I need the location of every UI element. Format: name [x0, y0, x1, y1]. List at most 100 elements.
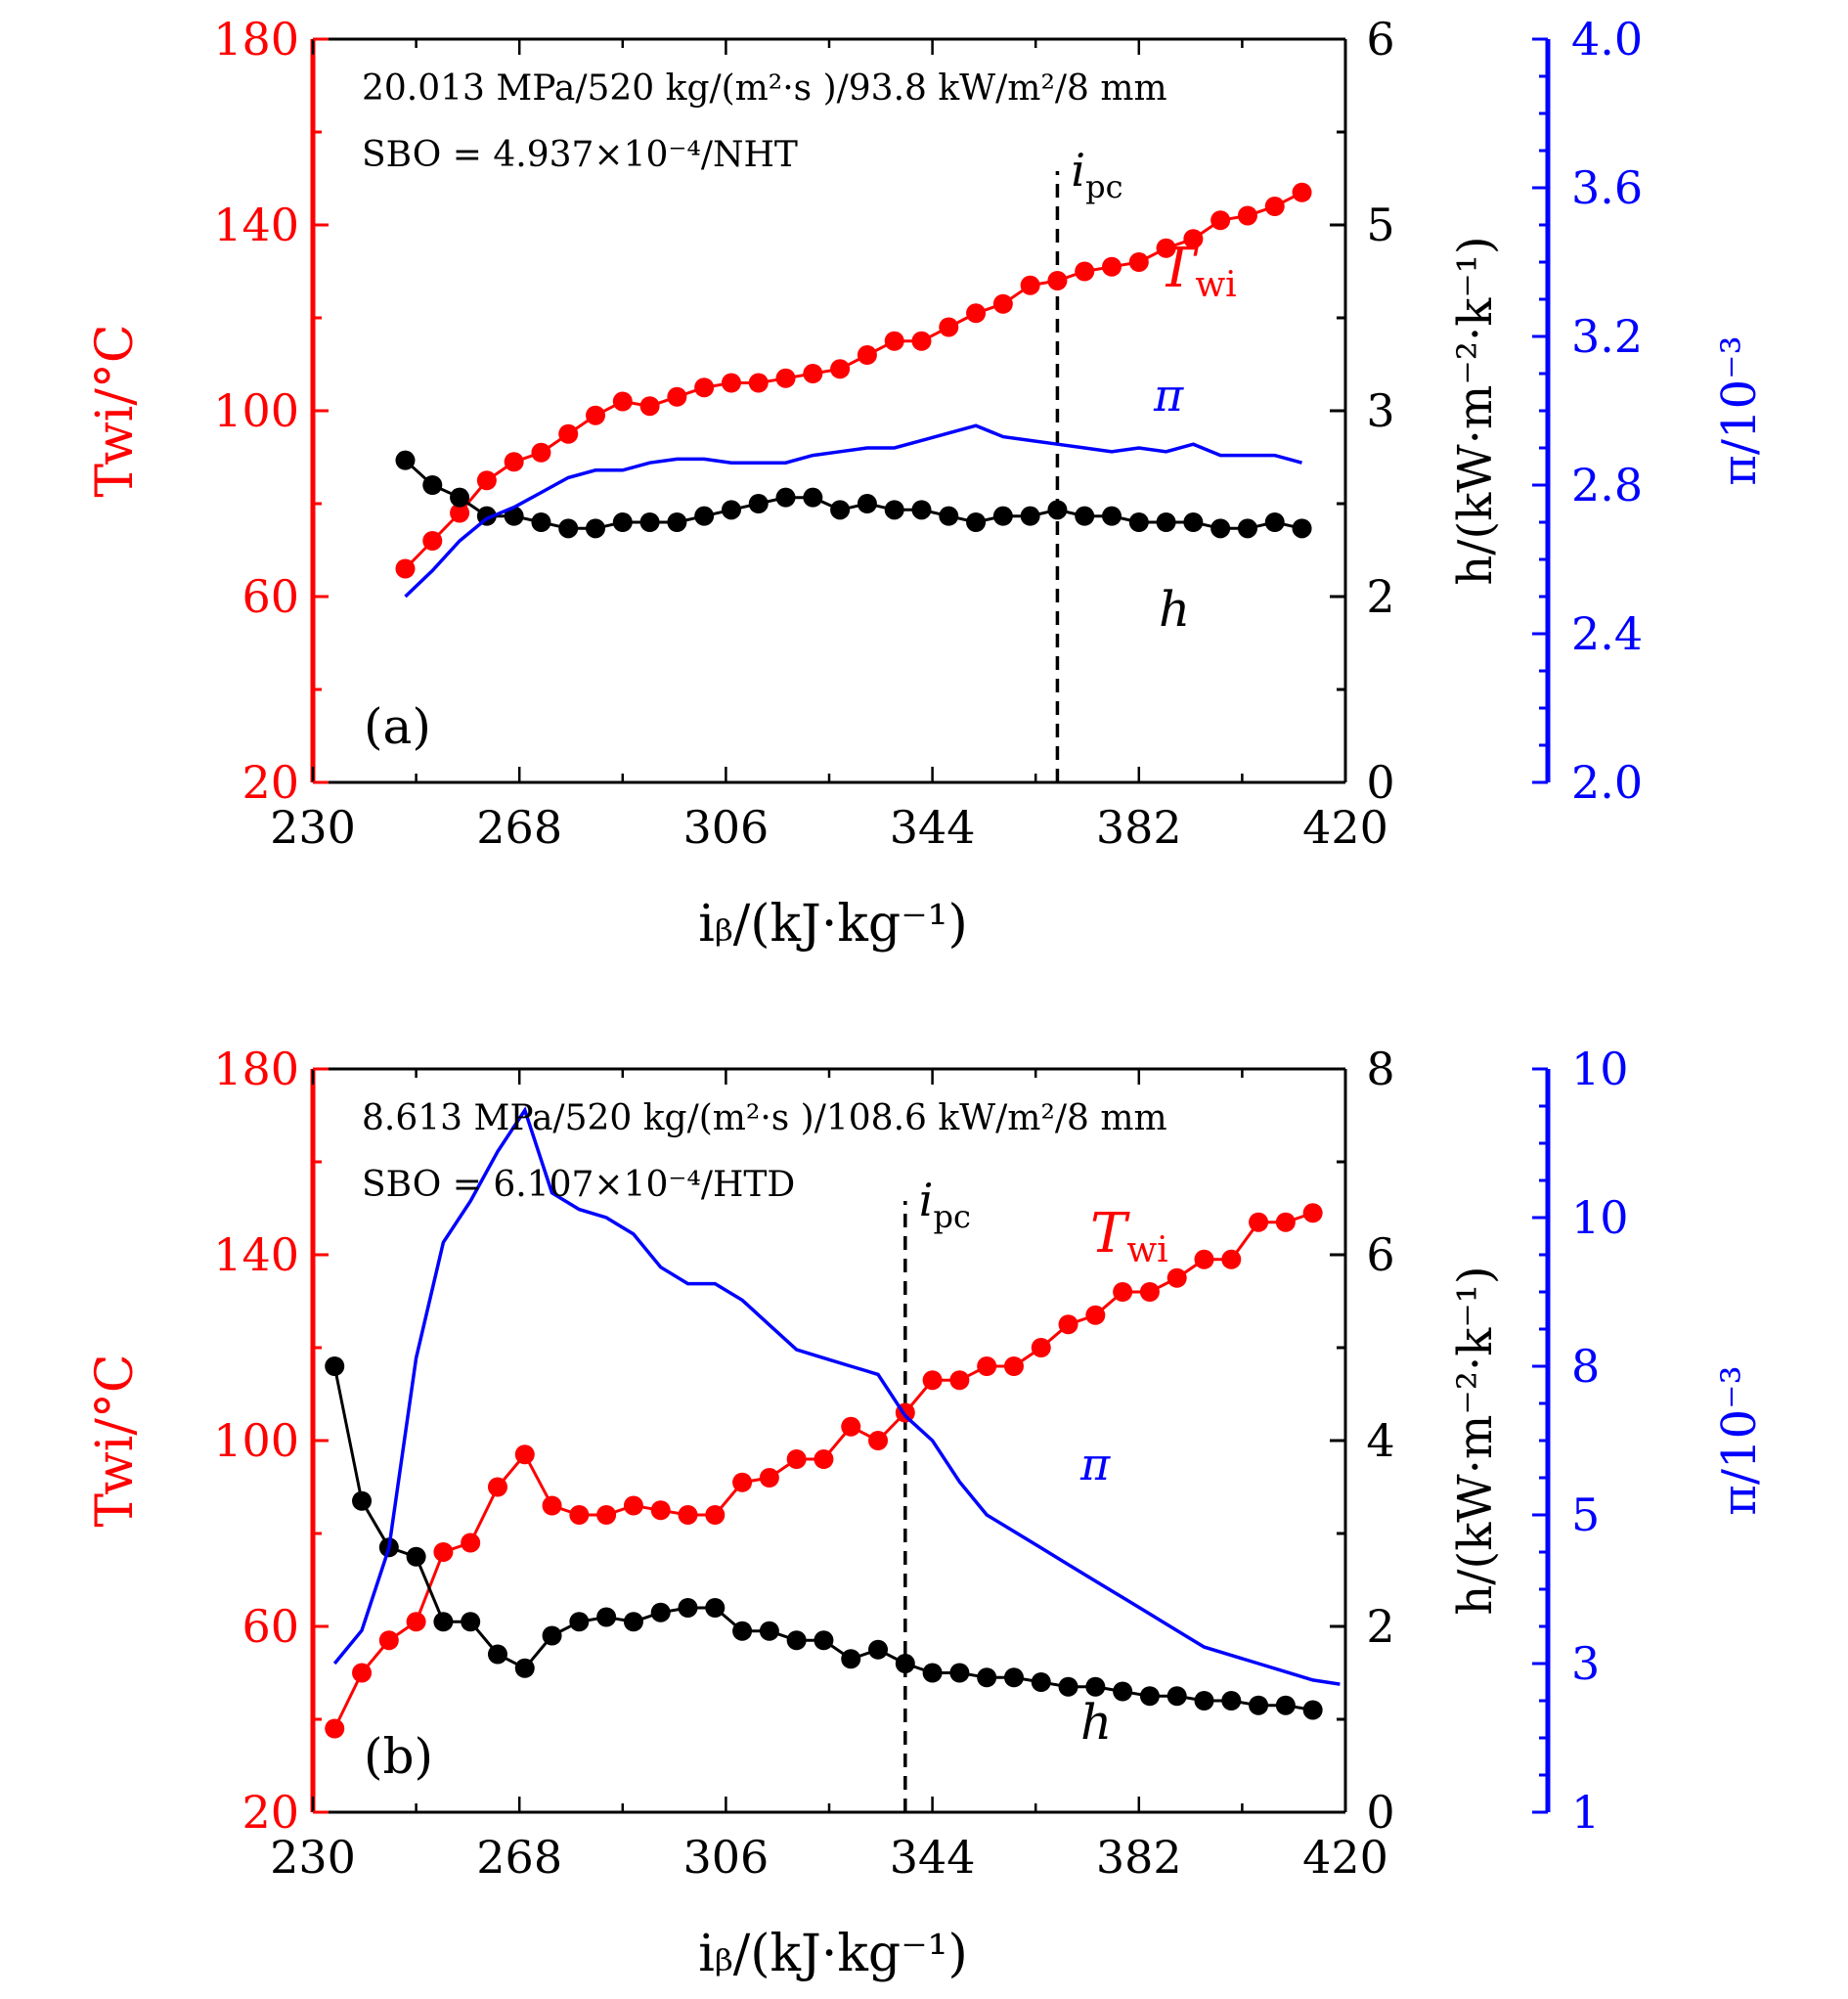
twi-data-point — [1292, 182, 1312, 202]
twi-data-point — [487, 1477, 507, 1497]
twi-data-point — [705, 1505, 726, 1525]
h-data-point — [1075, 506, 1095, 526]
x-axis-label: iᵦ/(kJ·kg⁻¹) — [698, 1925, 968, 1983]
h-data-point — [678, 1598, 698, 1618]
h-data-point — [1003, 1667, 1024, 1688]
panel-label: (a) — [364, 698, 431, 755]
twi-tick-label: 60 — [242, 1600, 299, 1653]
twi-data-point — [949, 1370, 970, 1391]
x-tick-label: 344 — [890, 1831, 976, 1884]
pi-tick-label: 10 — [1571, 1043, 1629, 1095]
h-data-point — [1194, 1691, 1214, 1710]
h-data-point — [1292, 518, 1312, 539]
h-data-point — [1302, 1700, 1323, 1720]
twi-data-point — [1275, 1212, 1296, 1232]
twi-data-point — [586, 405, 606, 425]
sbo-annotation: SBO = 6.107×10⁻⁴/HTD — [362, 1165, 795, 1205]
twi-data-point — [1194, 1249, 1214, 1269]
h-data-point — [1275, 1695, 1296, 1715]
twi-tick-label: 140 — [213, 1228, 299, 1281]
x-axis-label: iᵦ/(kJ·kg⁻¹) — [698, 895, 968, 954]
twi-data-point — [694, 378, 715, 398]
twi-data-point — [596, 1505, 617, 1525]
twi-data-point — [395, 558, 416, 579]
twi-data-point — [1264, 197, 1285, 216]
h-data-point — [759, 1621, 779, 1641]
pi-tick-label: 4.0 — [1571, 13, 1643, 66]
h-tick-label: 8 — [1366, 1043, 1394, 1095]
twi-data-point — [1237, 205, 1257, 226]
h-data-point — [1249, 1695, 1269, 1715]
h-data-point — [748, 494, 769, 513]
h-data-point — [1183, 512, 1204, 532]
twi-data-point — [1183, 229, 1204, 249]
h-tick-label: 6 — [1366, 1228, 1394, 1281]
ipc-label: ipc — [919, 1174, 971, 1235]
twi-data-point — [639, 396, 660, 417]
twi-data-point — [378, 1630, 399, 1651]
h-tick-label: 2 — [1366, 570, 1394, 623]
twi-axis-label: Twi/°C — [86, 324, 145, 497]
h-data-point — [596, 1607, 617, 1627]
h-data-point — [705, 1598, 726, 1618]
twi-series-line — [404, 191, 1303, 570]
twi-data-point — [352, 1663, 373, 1683]
h-data-point — [786, 1630, 807, 1651]
twi-data-point — [1085, 1305, 1106, 1325]
twi-data-point — [759, 1468, 779, 1488]
h-data-point — [884, 500, 904, 520]
h-data-point — [352, 1490, 373, 1511]
pi-tick-label: 5 — [1571, 1488, 1600, 1541]
h-data-point — [857, 494, 877, 513]
twi-data-point — [830, 359, 851, 379]
h-series-line — [404, 459, 1302, 530]
x-tick-label: 268 — [476, 1831, 562, 1884]
conditions-annotation: 8.613 MPa/520 kg/(m²·s )/108.6 kW/m²/8 m… — [362, 1098, 1167, 1138]
twi-data-point — [514, 1444, 535, 1465]
twi-data-point — [406, 1612, 426, 1632]
h-tick-label: 4 — [1366, 1414, 1394, 1467]
h-data-point — [1237, 518, 1257, 539]
h-data-point — [1047, 500, 1068, 520]
h-tick-label: 0 — [1366, 1786, 1394, 1839]
twi-data-point — [732, 1472, 753, 1492]
twi-data-point — [841, 1416, 861, 1437]
twi-tick-label: 20 — [242, 756, 299, 809]
h-tick-label: 3 — [1366, 384, 1394, 437]
h-data-point — [922, 1663, 943, 1683]
h-data-point — [1139, 1686, 1160, 1707]
h-data-point — [639, 512, 660, 532]
h-data-point — [1156, 512, 1176, 532]
twi-data-point — [325, 1718, 345, 1739]
h-data-point — [977, 1667, 997, 1688]
twi-data-point — [1156, 238, 1176, 258]
twi-data-point — [476, 470, 497, 491]
ipc-label: ipc — [1071, 144, 1122, 205]
twi-data-point — [422, 531, 443, 551]
twi-data-point — [1302, 1203, 1323, 1223]
h-data-point — [694, 506, 715, 526]
twi-data-point — [542, 1495, 562, 1516]
x-tick-label: 230 — [270, 801, 356, 854]
h-data-point — [422, 475, 443, 495]
h-data-point — [650, 1602, 671, 1622]
twi-data-point — [1031, 1338, 1051, 1357]
twi-series-label: Twi — [1159, 237, 1237, 305]
h-data-point — [612, 512, 633, 532]
x-tick-label: 382 — [1096, 801, 1182, 854]
chart-panel-a: 230 268 306 344 382 420 20 60 100 140 180 0 2 3 5 6 2.0 2… — [86, 13, 1767, 954]
x-tick-label: 268 — [476, 801, 562, 854]
h-data-point — [939, 506, 959, 526]
h-data-point — [1166, 1686, 1187, 1707]
h-data-point — [623, 1612, 643, 1632]
h-tick-label: 6 — [1366, 13, 1394, 66]
h-data-point — [1113, 1681, 1133, 1702]
twi-data-point — [966, 303, 987, 324]
pi-tick-label: 8 — [1571, 1340, 1600, 1393]
twi-data-point — [678, 1505, 698, 1525]
twi-data-point — [857, 345, 877, 365]
pi-tick-label: 2.4 — [1571, 607, 1643, 660]
twi-data-point — [922, 1370, 943, 1391]
h-data-point — [667, 512, 687, 532]
